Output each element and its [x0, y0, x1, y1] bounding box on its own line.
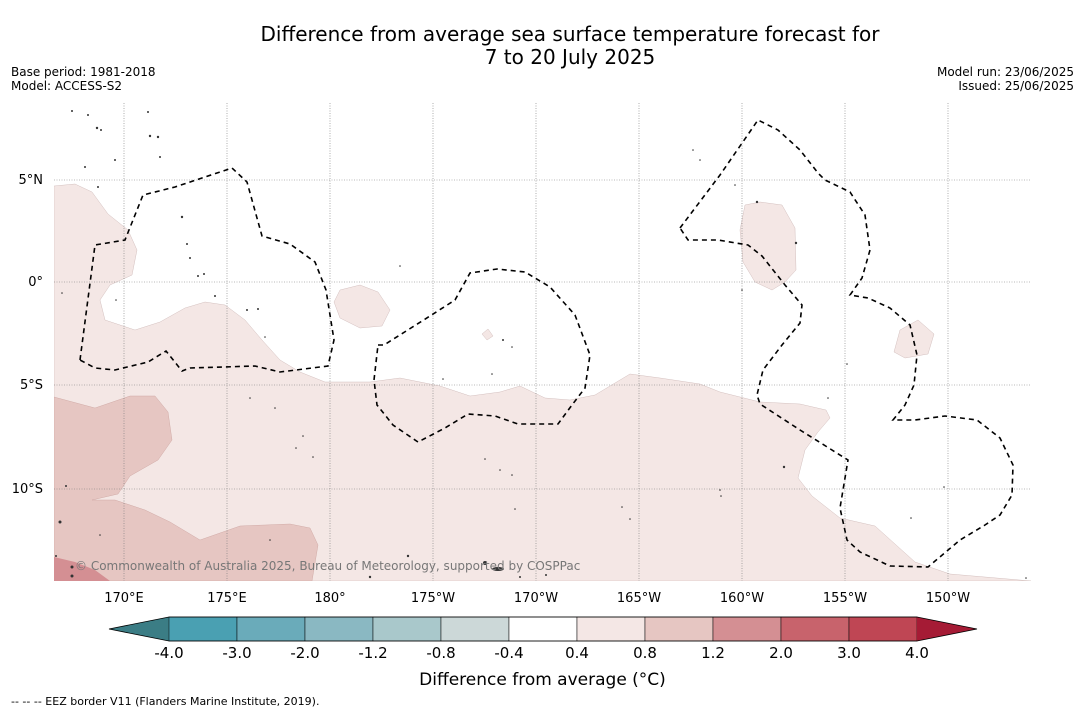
copyright-text: © Commonwealth of Australia 2025, Bureau… — [75, 559, 580, 573]
lat-label: 10°S — [12, 482, 43, 497]
issued-date-text: Issued: 25/06/2025 — [958, 79, 1074, 93]
colorbar-tick-label: -4.0 — [154, 644, 183, 662]
lon-label: 170°W — [514, 591, 558, 606]
anomaly-region-strong — [54, 557, 110, 581]
colorbar-swatch — [508, 616, 578, 642]
colorbar-swatch — [304, 616, 374, 642]
lon-label: 180° — [314, 591, 345, 606]
anomaly-patch — [333, 284, 391, 329]
colorbar-swatch — [372, 616, 442, 642]
latitude-labels: 5°N 0° 5°S 10°S — [12, 173, 43, 497]
sst-anomaly-field: © Commonwealth of Australia 2025, Bureau… — [54, 103, 1031, 581]
colorbar-tick-label: -3.0 — [222, 644, 251, 662]
map-title-line1: Difference from average sea surface temp… — [260, 22, 880, 46]
colorbar-swatch — [236, 616, 306, 642]
colorbar-swatch — [576, 616, 646, 642]
eez-borders — [79, 118, 1014, 568]
lat-gridlines — [54, 179, 1031, 490]
colorbar-extend-high — [917, 617, 977, 641]
longitude-labels: 170°E 175°E 180° 175°W 170°W 165°W 160°W… — [104, 591, 970, 606]
lon-gridlines — [123, 103, 949, 581]
anomaly-region-medium — [54, 395, 319, 581]
anomaly-patch — [893, 319, 935, 359]
lon-label: 165°W — [617, 591, 661, 606]
colorbar-tick-label: -2.0 — [290, 644, 319, 662]
lon-label: 175°E — [207, 591, 247, 606]
colorbar-tick-label: -0.8 — [426, 644, 455, 662]
lon-label: 175°W — [411, 591, 455, 606]
colorbar-label: Difference from average (°C) — [419, 670, 666, 690]
islands — [55, 110, 1027, 579]
colorbar-tick-label: 2.0 — [769, 644, 793, 662]
model-run-text: Model run: 23/06/2025 — [936, 65, 1074, 79]
colorbar-tick-label: 0.4 — [565, 644, 589, 662]
eez-legend-footnote: -- -- -- EEZ border V11 (Flanders Marine… — [11, 695, 320, 708]
map-title-line2: 7 to 20 July 2025 — [484, 45, 656, 69]
colorbar-swatch — [644, 616, 714, 642]
colorbar-swatch — [440, 616, 510, 642]
colorbar-tick-label: 1.2 — [701, 644, 725, 662]
anomaly-region-light — [54, 183, 1031, 581]
model-name-text: Model: ACCESS-S2 — [11, 79, 123, 93]
lon-label: 170°E — [104, 591, 144, 606]
colorbar-swatch — [168, 616, 238, 642]
meta-left: Base period: 1981-2018 Model: ACCESS-S2 — [11, 65, 156, 93]
colorbar-swatch — [848, 616, 918, 642]
lon-label: 160°W — [720, 591, 764, 606]
lon-label: 150°W — [926, 591, 970, 606]
lat-label: 5°N — [19, 173, 44, 188]
colorbar-tick-label: 4.0 — [905, 644, 929, 662]
lon-label: 155°W — [823, 591, 867, 606]
colorbar-tick-label: 0.8 — [633, 644, 657, 662]
meta-right: Model run: 23/06/2025 Issued: 25/06/2025 — [937, 65, 1074, 93]
colorbar-tick-label: -1.2 — [358, 644, 387, 662]
base-period-text: Base period: 1981-2018 — [11, 65, 156, 79]
lat-label: 0° — [28, 275, 43, 290]
colorbar-swatch — [780, 616, 850, 642]
colorbar: -4.0 -3.0 -2.0 -1.2 -0.8 -0.4 0.4 0.8 1.2 2.0 3.0 4… — [108, 616, 978, 662]
lat-label: 5°S — [20, 378, 43, 393]
colorbar-tick-label: 3.0 — [837, 644, 861, 662]
colorbar-extend-low — [109, 617, 169, 641]
colorbar-swatch — [712, 616, 782, 642]
colorbar-tick-label: -0.4 — [494, 644, 523, 662]
anomaly-patch — [481, 328, 494, 341]
